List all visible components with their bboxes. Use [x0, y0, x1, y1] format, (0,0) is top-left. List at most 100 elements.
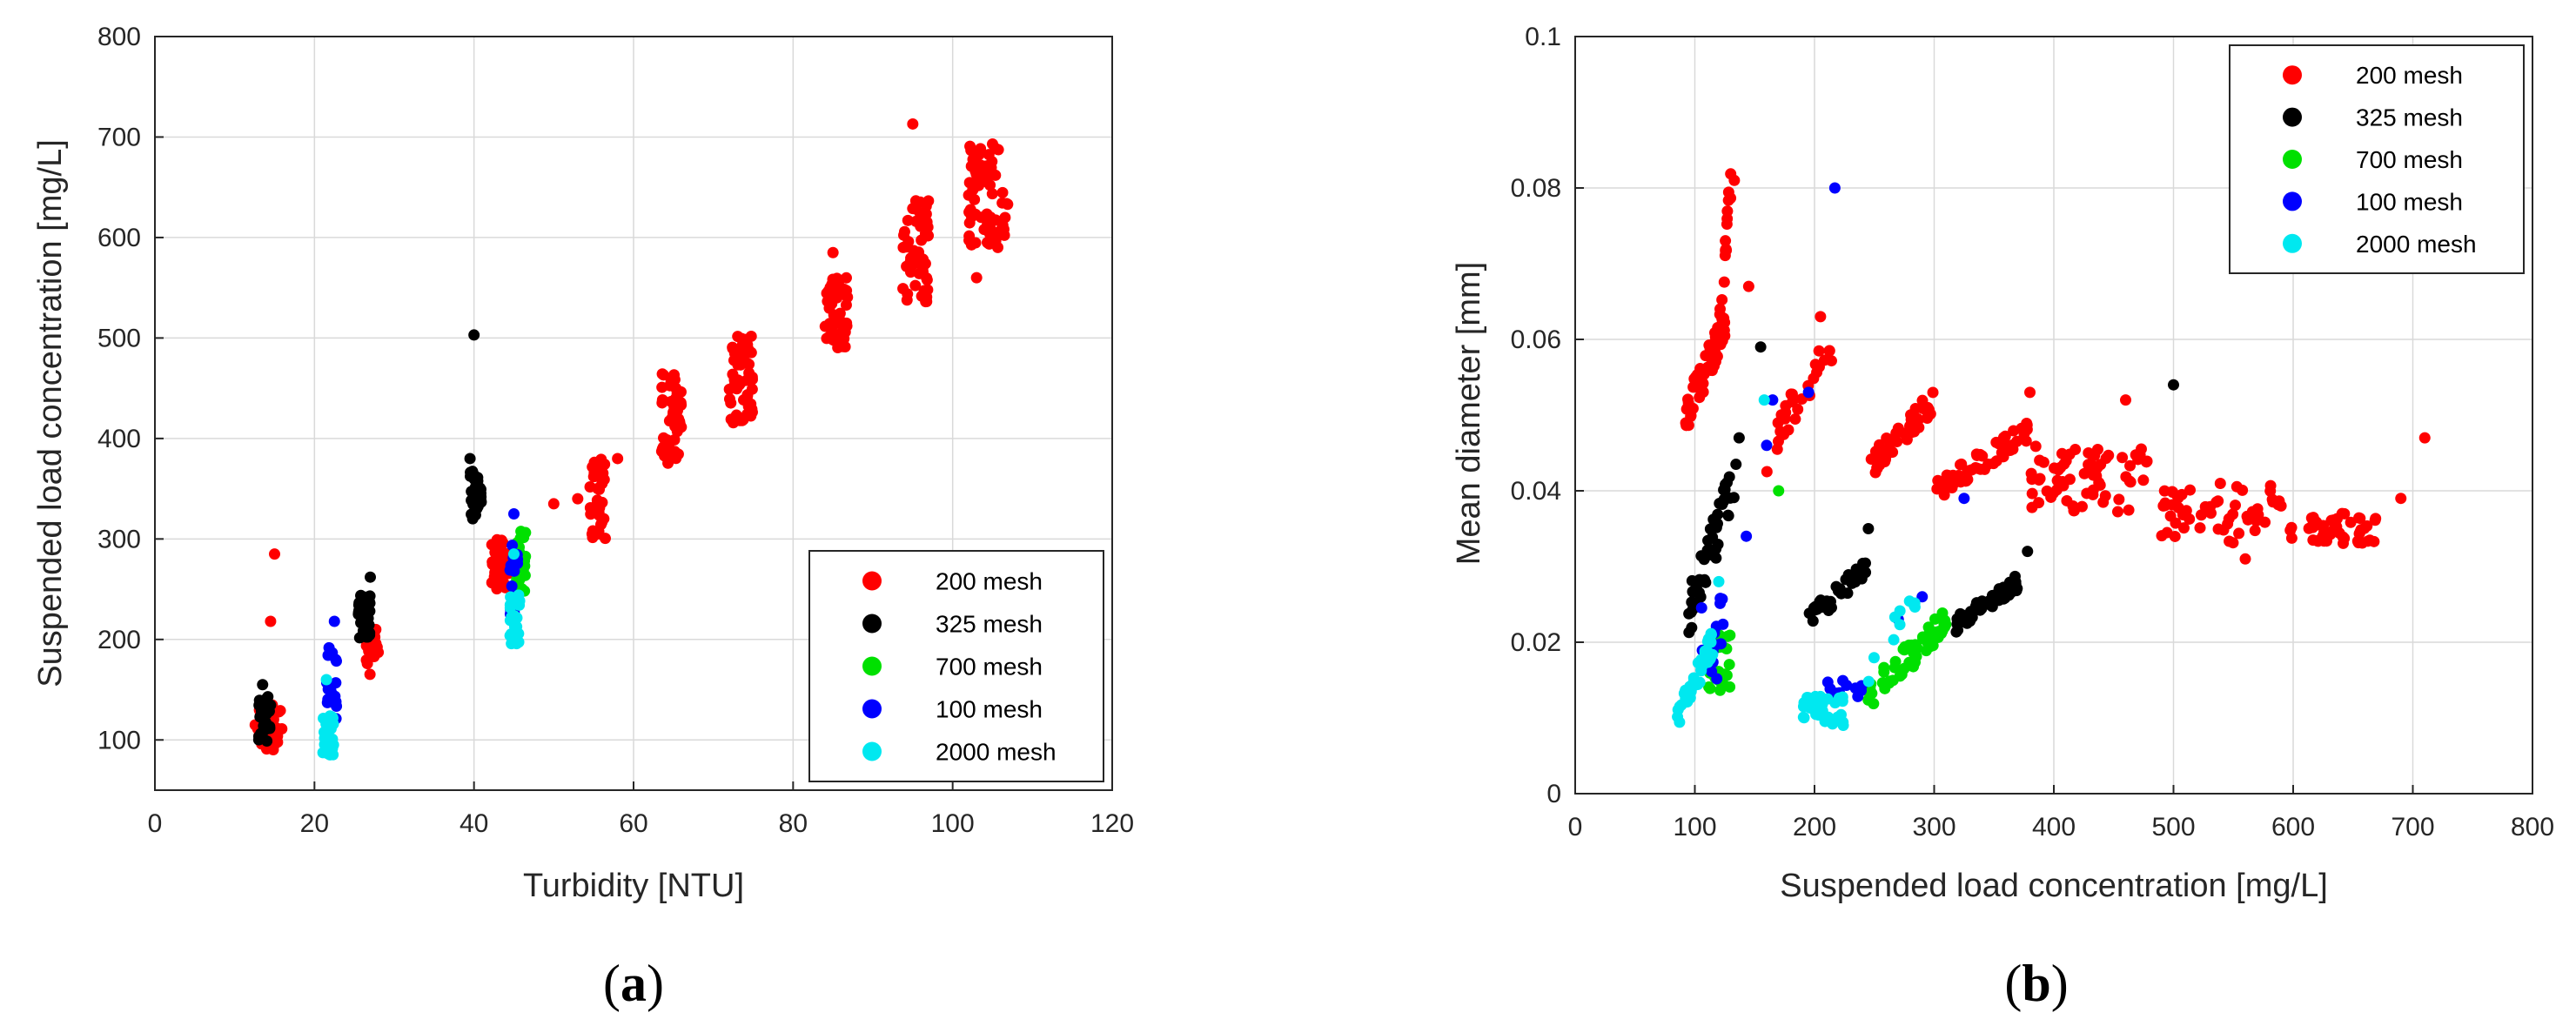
legend-entry: 100 mesh	[2356, 188, 2463, 215]
data-point	[829, 313, 842, 325]
y-tick-label: 0.06	[1511, 325, 1561, 354]
data-point	[257, 679, 269, 691]
data-point	[1905, 413, 1917, 426]
data-point	[1806, 700, 1818, 712]
data-point	[2214, 478, 2226, 490]
data-point	[363, 595, 375, 607]
data-point	[1687, 678, 1700, 690]
data-point	[1868, 698, 1880, 710]
data-point	[1997, 432, 2009, 444]
data-point	[1841, 680, 1853, 692]
marks-b	[1672, 168, 2431, 732]
data-point	[319, 727, 331, 739]
x-tick-label: 700	[2391, 813, 2434, 842]
x-tick-label: 500	[2151, 813, 2195, 842]
data-point	[506, 614, 518, 627]
data-point	[1862, 523, 1875, 534]
data-point	[329, 690, 341, 702]
data-point	[1966, 611, 1978, 623]
data-point	[2237, 484, 2249, 496]
y-tick-label: 500	[97, 324, 141, 352]
data-point	[1687, 603, 1699, 615]
data-point	[326, 733, 339, 745]
data-point	[1834, 583, 1846, 595]
data-point	[2194, 522, 2206, 534]
data-point	[1722, 186, 1734, 198]
data-point	[1697, 378, 1709, 390]
data-point	[1997, 451, 2009, 463]
legend-marker	[2283, 107, 2302, 127]
legend-box	[2229, 44, 2525, 274]
x-tick-label: 80	[779, 809, 808, 838]
data-point	[2024, 386, 2036, 399]
data-point	[2124, 459, 2137, 472]
legend-marker	[2283, 233, 2302, 253]
data-point	[362, 612, 374, 624]
data-point	[1825, 601, 1837, 614]
data-point	[1916, 591, 1929, 603]
legend-entry: 100 mesh	[936, 696, 1043, 723]
series-325-mesh	[252, 329, 487, 748]
legend-marker	[862, 614, 882, 634]
data-point	[2251, 503, 2264, 515]
data-point	[1722, 510, 1734, 522]
data-point	[2326, 515, 2338, 527]
data-point	[2303, 522, 2315, 534]
data-point	[1916, 402, 1929, 414]
x-tick-label: 600	[2271, 813, 2315, 842]
data-point	[2272, 498, 2284, 510]
data-point	[2002, 589, 2015, 601]
data-point	[746, 403, 758, 415]
data-point	[2034, 454, 2046, 466]
data-point	[469, 493, 481, 505]
data-point	[905, 252, 917, 265]
data-point	[840, 272, 852, 284]
data-point	[2061, 494, 2073, 506]
data-point	[2227, 508, 2239, 520]
data-point	[331, 701, 343, 713]
data-point	[835, 326, 848, 339]
y-tick-label: 0.02	[1511, 628, 1561, 657]
data-point	[2140, 456, 2152, 468]
data-point	[1962, 473, 1974, 486]
data-point	[1710, 543, 1722, 555]
data-point	[2418, 432, 2431, 444]
data-point	[897, 283, 909, 295]
data-point	[970, 272, 983, 284]
data-point	[513, 589, 525, 601]
y-axis-label-b: Mean diameter [mm]	[1451, 262, 1487, 565]
data-point	[513, 636, 525, 648]
data-point	[2063, 473, 2076, 486]
data-point	[1939, 482, 1951, 494]
data-point	[2368, 535, 2380, 547]
data-point	[1797, 701, 1809, 713]
legend-marker	[2283, 150, 2302, 169]
data-point	[986, 188, 998, 200]
data-point	[920, 208, 932, 220]
data-point	[1837, 720, 1849, 732]
data-point	[901, 294, 913, 306]
data-point	[2006, 439, 2018, 451]
data-point	[2091, 444, 2103, 456]
data-point	[2084, 458, 2096, 470]
data-point	[1724, 492, 1736, 504]
data-point	[2041, 485, 2053, 497]
y-tick-label: 0.1	[1525, 23, 1561, 51]
data-point	[255, 695, 267, 707]
series-100-mesh	[1695, 182, 1970, 707]
data-point	[1741, 530, 1753, 542]
data-point	[1704, 342, 1716, 354]
data-point	[1883, 441, 1895, 453]
data-point	[1825, 715, 1837, 728]
data-point	[547, 498, 560, 510]
data-point	[1802, 386, 1815, 399]
data-point	[1955, 458, 1968, 470]
data-point	[612, 453, 624, 465]
data-point	[1862, 675, 1875, 687]
data-point	[1705, 636, 1717, 648]
marks-a	[249, 117, 1014, 761]
data-point	[2227, 537, 2239, 549]
data-point	[504, 599, 516, 611]
data-point	[2087, 488, 2099, 500]
series-325-mesh	[1683, 341, 2179, 639]
